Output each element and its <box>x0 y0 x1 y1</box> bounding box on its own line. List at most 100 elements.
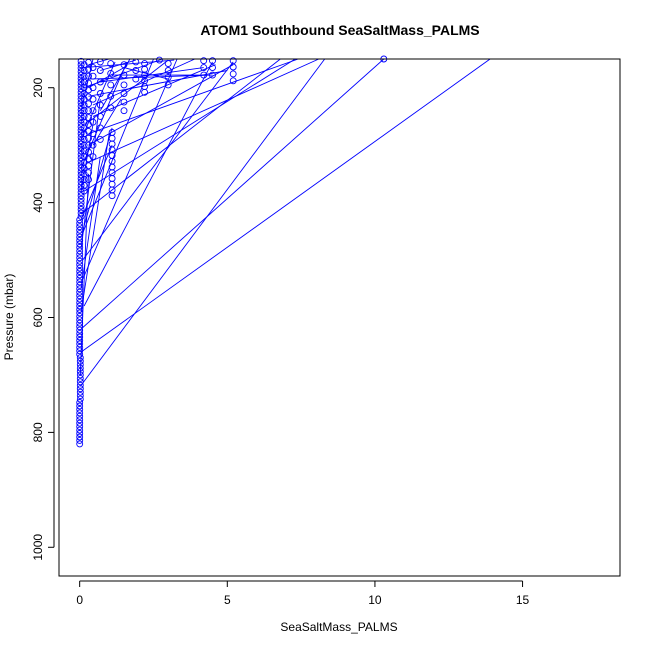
series-line-segment <box>80 58 491 353</box>
data-point <box>76 243 84 251</box>
data-point <box>76 412 84 420</box>
data-point <box>76 381 84 389</box>
series-line-segment <box>80 58 178 284</box>
data-point <box>89 64 97 72</box>
data-point <box>77 206 85 213</box>
data-point <box>164 81 172 89</box>
data-point <box>76 337 84 344</box>
data-point <box>76 295 84 303</box>
series-line-segment <box>80 58 385 330</box>
data-point <box>77 181 85 189</box>
data-point <box>141 65 149 73</box>
data-point <box>76 364 84 372</box>
data-point <box>76 261 84 269</box>
data-point <box>76 426 84 434</box>
data-point <box>76 399 84 406</box>
data-point <box>164 67 172 74</box>
data-point <box>76 285 84 293</box>
data-point <box>77 130 85 138</box>
data-point <box>77 61 85 69</box>
data-point <box>76 333 84 341</box>
data-point <box>108 180 116 188</box>
data-point <box>76 423 84 431</box>
data-point <box>89 84 97 92</box>
data-point <box>96 124 104 132</box>
data-point <box>89 107 97 115</box>
series-line-segment <box>88 59 169 123</box>
data-point <box>85 107 92 115</box>
data-point <box>76 223 84 231</box>
data-point <box>76 440 84 448</box>
y-tick-label: 400 <box>31 192 45 212</box>
data-point <box>76 247 84 255</box>
x-tick-label: 10 <box>368 593 382 607</box>
series-line-segment <box>80 156 101 289</box>
plot-frame <box>58 58 621 577</box>
data-point <box>76 250 84 258</box>
data-point <box>209 64 216 72</box>
data-point <box>229 57 237 65</box>
data-point <box>96 135 104 143</box>
x-axis: 0 5 10 15 <box>76 580 530 607</box>
data-point <box>85 114 92 122</box>
data-point <box>76 392 84 400</box>
series-line-segment <box>83 58 296 192</box>
data-point <box>89 72 97 80</box>
x-tick-label: 0 <box>76 593 83 607</box>
data-point <box>76 302 84 310</box>
data-point <box>89 141 97 149</box>
data-point <box>107 60 115 68</box>
data-point <box>96 67 104 74</box>
data-point <box>96 90 104 97</box>
data-point <box>85 79 92 87</box>
data-point <box>76 216 84 224</box>
data-point <box>209 71 216 79</box>
y-axis-label: Pressure (mbar) <box>2 274 16 361</box>
data-point <box>77 209 85 217</box>
data-point <box>155 56 163 64</box>
data-point <box>107 104 115 112</box>
data-point <box>200 57 208 65</box>
data-point <box>76 312 84 320</box>
data-point <box>76 271 84 279</box>
data-point <box>76 278 84 286</box>
data-point <box>76 430 84 437</box>
data-point <box>200 71 208 79</box>
y-tick-label: 200 <box>31 77 45 97</box>
data-point <box>76 281 84 289</box>
data-point <box>89 130 97 138</box>
data-point <box>85 169 92 177</box>
data-layer <box>76 55 491 448</box>
series-line-segment <box>80 116 95 192</box>
data-point <box>132 58 140 66</box>
data-point <box>132 67 140 74</box>
data-point <box>77 164 85 172</box>
series-line-segment <box>92 58 195 106</box>
y-tick-label: 800 <box>31 422 45 442</box>
data-point <box>76 371 84 379</box>
data-point <box>76 357 84 365</box>
data-point <box>85 162 92 170</box>
data-point <box>85 141 92 149</box>
series-line-segment <box>100 59 136 71</box>
data-point <box>209 57 216 65</box>
data-point <box>76 347 84 355</box>
data-point <box>76 254 84 262</box>
data-point <box>164 73 172 81</box>
data-point <box>76 361 84 369</box>
data-point <box>76 326 84 334</box>
data-point <box>76 319 84 327</box>
data-point <box>76 368 84 375</box>
chart-title: ATOM1 Southbound SeaSaltMass_PALMS <box>200 22 479 38</box>
series-line-segment <box>83 61 213 307</box>
series-line-segment <box>88 58 299 135</box>
data-point <box>77 147 85 155</box>
data-point <box>76 340 84 348</box>
data-point <box>76 374 84 382</box>
data-point <box>76 299 84 307</box>
data-point <box>76 354 84 362</box>
data-point <box>85 65 92 73</box>
data-point <box>77 199 85 207</box>
data-point <box>85 148 92 156</box>
data-point <box>76 316 84 324</box>
